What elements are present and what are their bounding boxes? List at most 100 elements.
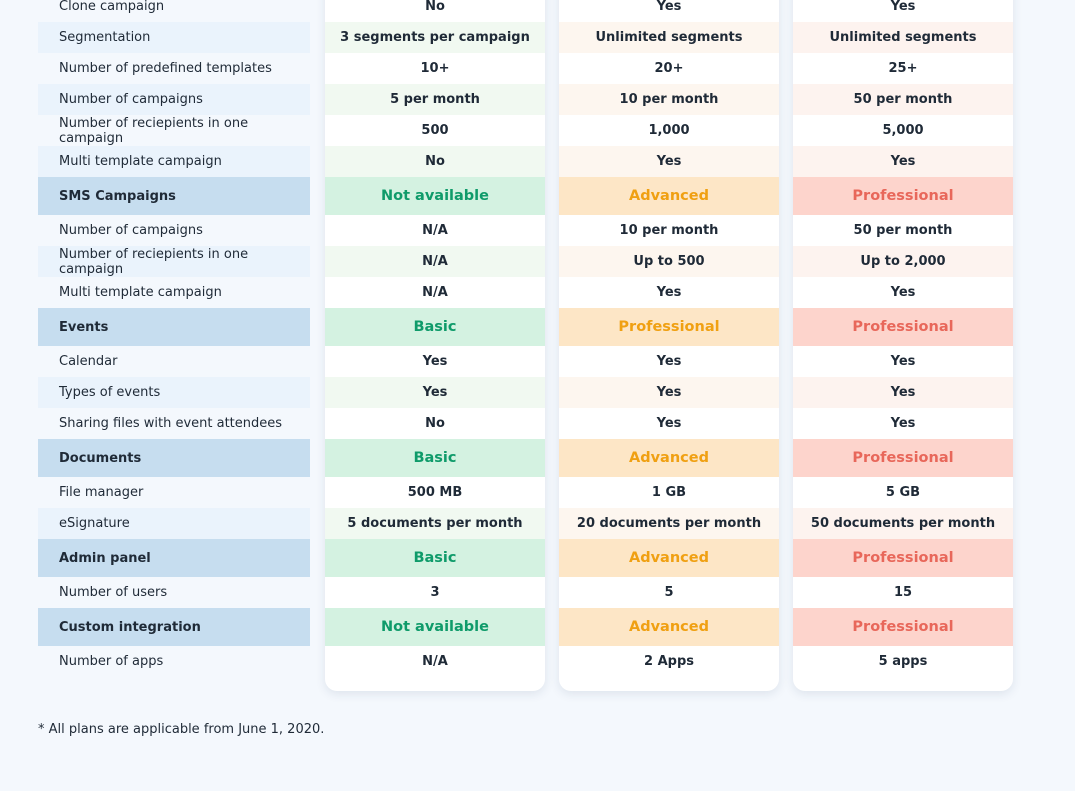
- section-tier-1: Basic: [325, 439, 545, 477]
- plan-value-2: Yes: [656, 0, 682, 14]
- plan-value-2: Yes: [559, 146, 779, 177]
- section-tier-2: Advanced: [559, 608, 779, 646]
- section-tier-3: Professional: [793, 308, 1013, 346]
- feature-label: Types of events: [38, 377, 310, 408]
- feature-label: Number of apps: [59, 654, 164, 669]
- table-row: Number of users 3 5 15: [38, 577, 1013, 608]
- plan-value-2: Yes: [559, 377, 779, 408]
- plan-value-2: Unlimited segments: [559, 22, 779, 53]
- table-row: Number of reciepients in one campaign N/A…: [38, 246, 1013, 277]
- feature-label: Number of campaigns: [59, 223, 203, 238]
- plan-value-2: 10 per month: [619, 223, 719, 238]
- section-tier-3: Professional: [793, 539, 1013, 577]
- plan-value-3: 5 GB: [885, 485, 921, 500]
- table-row: Calendar Yes Yes Yes: [38, 346, 1013, 377]
- plan-value-3: Yes: [793, 146, 1013, 177]
- section-tier-2: Advanced: [559, 177, 779, 215]
- plan-value-3: 25+: [888, 61, 918, 76]
- section-header-row: Documents Basic Advanced Professional: [38, 439, 1013, 477]
- plan-value-3: Yes: [890, 354, 916, 369]
- section-label: Admin panel: [38, 539, 310, 577]
- plan-value-1: Yes: [325, 377, 545, 408]
- plan-value-1: 3: [430, 585, 440, 600]
- table-row: Number of campaigns N/A 10 per month 50 per…: [38, 215, 1013, 246]
- table-row: Number of campaigns 5 per month 10 per mon…: [38, 84, 1013, 115]
- plan-value-2: Yes: [656, 416, 682, 431]
- section-tier-2: Professional: [559, 308, 779, 346]
- plan-value-2: Yes: [656, 285, 682, 300]
- plan-value-2: 1,000: [648, 123, 690, 138]
- plan-value-3: 50 per month: [853, 223, 953, 238]
- table-row: eSignature 5 documents per month 20 docume…: [38, 508, 1013, 539]
- plan-value-3: 5 apps: [878, 654, 928, 669]
- feature-label: Sharing files with event attendees: [59, 416, 283, 431]
- feature-label: Number of reciepients in one campaign: [59, 115, 249, 146]
- plan-value-3: 50 documents per month: [793, 508, 1013, 539]
- section-tier-1: Basic: [325, 308, 545, 346]
- plan-value-1: 3 segments per campaign: [325, 22, 545, 53]
- plan-value-3: Unlimited segments: [793, 22, 1013, 53]
- section-label: Events: [38, 308, 310, 346]
- feature-label: Multi template campaign: [59, 285, 222, 300]
- plan-value-3: Yes: [890, 0, 916, 14]
- section-tier-2: Advanced: [559, 539, 779, 577]
- plan-value-1: 500 MB: [407, 485, 463, 500]
- feature-label: Segmentation: [38, 22, 310, 53]
- section-tier-3: Professional: [793, 608, 1013, 646]
- section-tier-1: Not available: [325, 177, 545, 215]
- plan-value-1: No: [425, 416, 445, 431]
- plan-value-1: N/A: [325, 246, 545, 277]
- feature-label: eSignature: [38, 508, 310, 539]
- section-label: Documents: [38, 439, 310, 477]
- table-row: Sharing files with event attendees No Yes Y…: [38, 408, 1013, 439]
- feature-label: Number of users: [59, 585, 168, 600]
- section-header-row: Events Basic Professional Professional: [38, 308, 1013, 346]
- plan-value-2: 10 per month: [559, 84, 779, 115]
- section-tier-3: Professional: [793, 439, 1013, 477]
- plan-value-1: 10+: [420, 61, 450, 76]
- plan-value-3: Up to 2,000: [793, 246, 1013, 277]
- plan-value-1: N/A: [422, 285, 448, 300]
- table-row: Multi template campaign N/A Yes Yes: [38, 277, 1013, 308]
- section-label: Custom integration: [38, 608, 310, 646]
- feature-label: Number of predefined templates: [59, 61, 272, 76]
- plan-value-3: Yes: [793, 377, 1013, 408]
- table-row: Number of reciepients in one campaign 500…: [38, 115, 1013, 146]
- table-row: Number of apps N/A 2 Apps 5 apps: [38, 646, 1013, 677]
- plan-value-2: 2 Apps: [644, 654, 694, 669]
- plan-value-1: N/A: [422, 223, 448, 238]
- plan-value-3: 50 per month: [793, 84, 1013, 115]
- feature-label: Clone campaign: [59, 0, 165, 14]
- plan-value-1: 5 per month: [325, 84, 545, 115]
- plan-value-2: 1 GB: [651, 485, 687, 500]
- plan-value-2: Up to 500: [559, 246, 779, 277]
- section-tier-1: Basic: [325, 539, 545, 577]
- section-header-row: SMS Campaigns Not available Advanced Profes…: [38, 177, 1013, 215]
- plan-value-1: No: [325, 146, 545, 177]
- plan-value-3: 5,000: [882, 123, 924, 138]
- plan-value-2: 20 documents per month: [559, 508, 779, 539]
- pricing-comparison-table: Clone campaign No Yes Yes Segmentation 3 segm…: [38, 0, 1013, 677]
- plan-value-1: No: [425, 0, 445, 14]
- plan-value-1: 5 documents per month: [325, 508, 545, 539]
- plan-value-1: N/A: [422, 654, 448, 669]
- table-row: File manager 500 MB 1 GB 5 GB: [38, 477, 1013, 508]
- plan-value-1: Yes: [422, 354, 448, 369]
- plan-value-3: 15: [893, 585, 913, 600]
- section-header-row: Admin panel Basic Advanced Professional: [38, 539, 1013, 577]
- plan-value-2: 20+: [654, 61, 684, 76]
- footnote: * All plans are applicable from June 1, …: [38, 722, 325, 737]
- section-tier-1: Not available: [325, 608, 545, 646]
- plan-value-1: 500: [421, 123, 449, 138]
- feature-label: Number of campaigns: [38, 84, 310, 115]
- feature-label: Number of reciepients in one campaign: [38, 246, 310, 277]
- plan-value-2: Yes: [656, 354, 682, 369]
- feature-label: Multi template campaign: [38, 146, 310, 177]
- table-row: Multi template campaign No Yes Yes: [38, 146, 1013, 177]
- plan-value-2: 5: [664, 585, 674, 600]
- section-tier-3: Professional: [793, 177, 1013, 215]
- table-row: Segmentation 3 segments per campaign Unlim…: [38, 22, 1013, 53]
- section-header-row: Custom integration Not available Advanced P…: [38, 608, 1013, 646]
- section-label: SMS Campaigns: [38, 177, 310, 215]
- table-row: Types of events Yes Yes Yes: [38, 377, 1013, 408]
